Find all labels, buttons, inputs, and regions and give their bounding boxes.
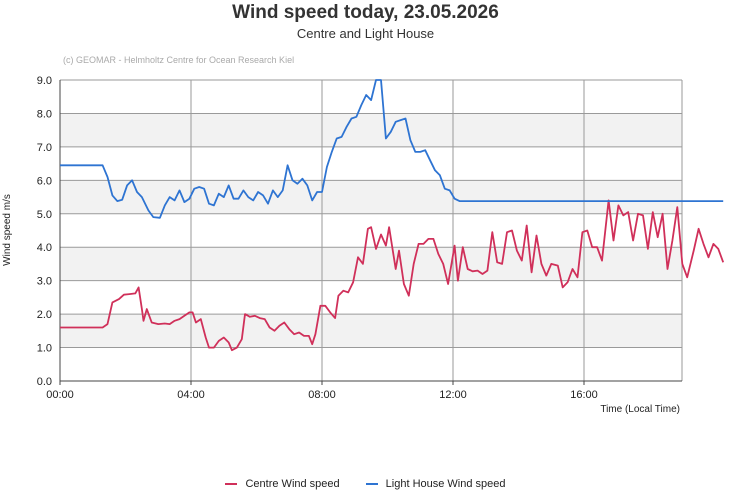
x-tick-label: 16:00 — [570, 389, 598, 401]
y-tick-label: 1.0 — [37, 343, 52, 355]
series-lines — [60, 79, 725, 352]
y-tick-label: 5.0 — [37, 209, 52, 221]
y-tick-label: 3.0 — [37, 276, 52, 288]
grid-band — [60, 314, 682, 348]
x-axis-ticks: 00:00 04:00 08:00 12:00 16:00 — [46, 381, 598, 401]
grid-band — [60, 113, 682, 147]
x-tick-label: 08:00 — [308, 389, 336, 401]
y-tick-label: 2.0 — [37, 309, 52, 321]
x-axis-label: Time (Local Time) — [600, 404, 680, 415]
y-tick-label: 7.0 — [37, 142, 52, 154]
line-chart: 0.0 1.0 2.0 3.0 4.0 5.0 6.0 7.0 8.0 9.0 00:00 04:0… — [2, 75, 725, 415]
chart-subtitle: Centre and Light House — [296, 26, 435, 41]
legend-label-centre: Centre Wind speed — [245, 478, 340, 490]
x-tick-label: 00:00 — [46, 389, 74, 401]
grid-band — [60, 247, 682, 281]
legend-swatch-centre — [225, 483, 238, 485]
y-tick-label: 9.0 — [37, 75, 52, 87]
y-axis-ticks: 0.0 1.0 2.0 3.0 4.0 5.0 6.0 7.0 8.0 9.0 — [37, 75, 52, 388]
y-tick-label: 0.0 — [37, 376, 52, 388]
legend-item-lighthouse: Light House Wind speed — [365, 478, 506, 490]
series-line-centre — [60, 199, 725, 352]
grid-band — [60, 180, 682, 214]
legend-swatch-lighthouse — [365, 483, 378, 485]
chart-credit: (c) GEOMAR - Helmholtz Centre for Ocean … — [63, 55, 295, 65]
legend-item-centre: Centre Wind speed — [225, 478, 340, 490]
y-tick-label: 8.0 — [37, 108, 52, 120]
y-tick-label: 4.0 — [37, 242, 52, 254]
chart-title: Wind speed today, 23.05.2026 — [232, 2, 499, 23]
y-tick-label: 6.0 — [37, 175, 52, 187]
x-tick-label: 12:00 — [439, 389, 467, 401]
y-axis-label: Wind speed m/s — [2, 194, 13, 266]
gridlines — [59, 79, 683, 382]
chart-legend: Centre Wind speed Light House Wind speed — [0, 478, 731, 490]
legend-label-lighthouse: Light House Wind speed — [385, 478, 506, 490]
x-tick-label: 04:00 — [177, 389, 205, 401]
series-line-lighthouse — [60, 79, 724, 219]
